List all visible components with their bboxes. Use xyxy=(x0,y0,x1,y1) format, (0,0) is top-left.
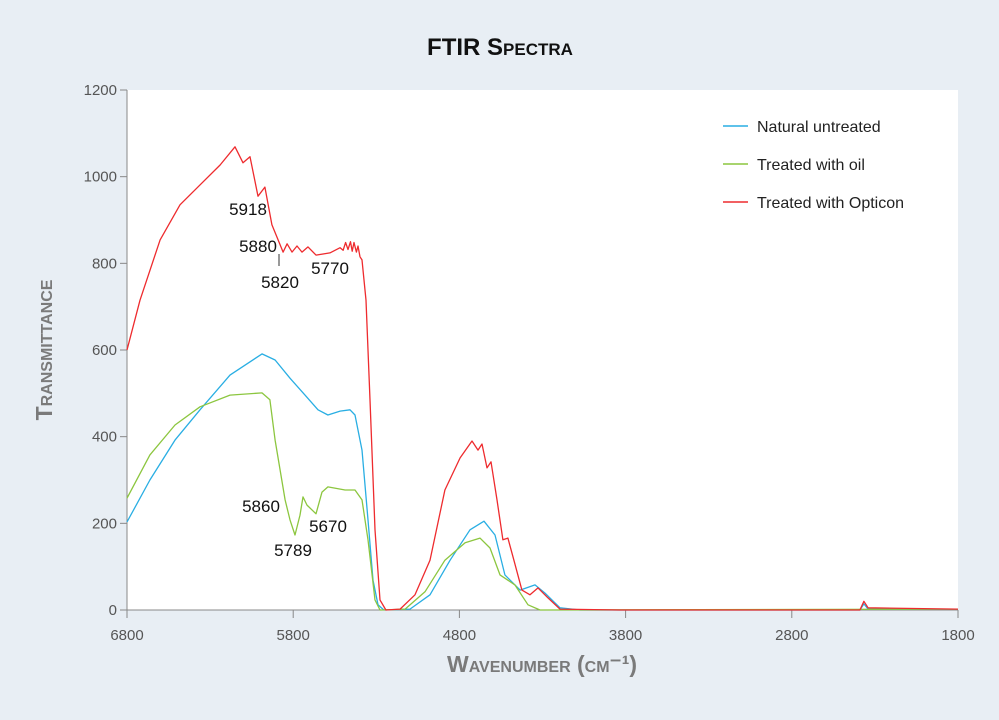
y-tick-label: 600 xyxy=(92,342,117,359)
annotation-label: 5860 xyxy=(242,497,280,516)
x-tick-label: 5800 xyxy=(277,627,310,644)
chart-title: FTIR Spectra xyxy=(427,34,573,61)
annotation-label: 5789 xyxy=(274,541,312,560)
plot-area xyxy=(127,90,958,610)
y-tick-label: 1200 xyxy=(84,82,117,99)
x-tick-label: 6800 xyxy=(110,627,143,644)
series-line-1 xyxy=(126,392,959,611)
y-tick-label: 800 xyxy=(92,255,117,272)
x-tick-label: 4800 xyxy=(443,627,476,644)
annotation-label: 5670 xyxy=(309,517,347,536)
x-axis-label: Wavenumber (cm⁻¹) xyxy=(447,651,637,677)
y-tick-label: 400 xyxy=(92,429,117,446)
legend-label: Natural untreated xyxy=(757,119,881,136)
y-tick-label: 0 xyxy=(109,602,117,619)
x-tick-label: 1800 xyxy=(941,627,974,644)
x-tick-label: 2800 xyxy=(775,627,808,644)
annotation-label: 5820 xyxy=(261,273,299,292)
x-tick-label: 3800 xyxy=(609,627,642,644)
y-tick-label: 200 xyxy=(92,515,117,532)
y-tick-label: 1000 xyxy=(84,169,117,186)
annotation-label: 5770 xyxy=(311,259,349,278)
legend-label: Treated with Opticon xyxy=(757,195,904,212)
y-axis-label: Transmittance xyxy=(31,279,57,420)
annotation-label: 5918 xyxy=(229,200,267,219)
annotation-label: 5880 xyxy=(239,237,277,256)
series-line-2 xyxy=(126,146,959,611)
legend-label: Treated with oil xyxy=(757,157,865,174)
